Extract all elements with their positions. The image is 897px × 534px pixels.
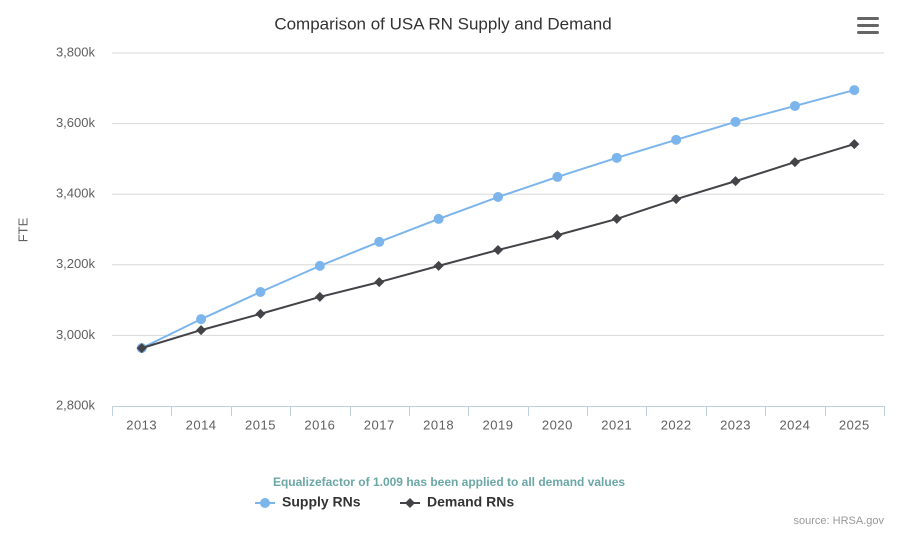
- x-tick-label: 2023: [720, 417, 751, 432]
- data-point: [433, 260, 444, 271]
- data-point: [611, 152, 622, 163]
- menu-button[interactable]: [857, 17, 879, 34]
- x-tick-label: 2019: [483, 417, 514, 432]
- data-point: [493, 192, 503, 203]
- data-point: [255, 308, 266, 319]
- y-tick-label: 3,600k: [56, 115, 96, 130]
- x-tick-label: 2018: [423, 417, 454, 432]
- data-point: [671, 194, 682, 205]
- legend-label: Demand RNs: [427, 494, 514, 510]
- data-point: [260, 498, 270, 508]
- x-tick-label: 2020: [542, 417, 573, 432]
- data-point: [196, 314, 207, 325]
- data-point: [374, 277, 385, 288]
- data-point: [493, 244, 503, 255]
- source-credit: source: HRSA.gov: [794, 515, 885, 527]
- x-tick-label: 2022: [661, 417, 692, 432]
- data-point: [136, 343, 147, 354]
- y-tick-label: 3,400k: [56, 186, 96, 201]
- data-point: [374, 236, 385, 247]
- data-point: [405, 498, 415, 508]
- x-tick-label: 2024: [779, 417, 810, 432]
- legend-label: Supply RNs: [282, 494, 361, 510]
- data-point: [730, 176, 741, 187]
- menu-bar: [857, 31, 879, 34]
- x-tick-label: 2025: [839, 417, 870, 432]
- data-point: [433, 213, 444, 224]
- x-tick-label: 2015: [245, 417, 276, 432]
- data-point: [789, 100, 800, 111]
- menu-bar: [857, 24, 879, 27]
- data-point: [849, 85, 860, 96]
- x-tick-label: 2014: [186, 417, 217, 432]
- x-tick-label: 2021: [601, 417, 632, 432]
- chart-title: Comparison of USA RN Supply and Demand: [274, 14, 611, 33]
- data-point: [611, 213, 622, 224]
- data-point: [314, 260, 325, 271]
- data-point: [552, 230, 563, 241]
- data-point: [314, 291, 325, 302]
- menu-bar: [857, 17, 879, 20]
- y-tick-label: 3,200k: [56, 256, 96, 271]
- y-axis-title: FTE: [15, 217, 30, 242]
- data-point: [196, 325, 207, 336]
- data-point: [849, 139, 860, 150]
- data-point: [255, 286, 266, 297]
- x-tick-label: 2016: [304, 417, 335, 432]
- x-tick-label: 2013: [126, 417, 157, 432]
- data-point: [552, 171, 563, 182]
- caption: Equalizefactor of 1.009 has been applied…: [273, 475, 625, 489]
- data-point: [730, 116, 741, 127]
- y-tick-label: 3,800k: [56, 44, 96, 59]
- data-point: [789, 157, 800, 168]
- y-tick-label: 3,000k: [56, 327, 96, 342]
- x-tick-label: 2017: [364, 417, 395, 432]
- data-point: [671, 134, 682, 145]
- y-tick-label: 2,800k: [56, 397, 96, 412]
